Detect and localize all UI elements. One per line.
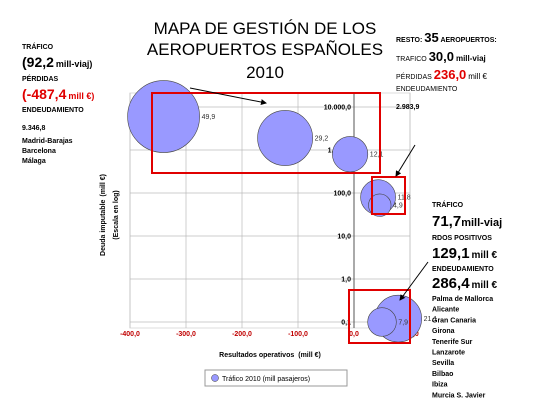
bubble-label: 21,1 — [424, 316, 438, 323]
bubble — [257, 110, 313, 166]
annotation-right-bottom: TRÁFICO 71,7mill-viaj RDOS POSITIVOS 129… — [432, 200, 502, 399]
airport: Girona — [432, 328, 455, 335]
legend-swatch — [211, 374, 219, 382]
box — [348, 289, 411, 344]
bubble — [367, 307, 397, 337]
label: ENDEUDAMIENTO — [432, 266, 494, 273]
label: TRAFICO — [396, 56, 427, 63]
legend: Tráfico 2010 (mill pasajeros) — [204, 369, 348, 387]
line: 286,4 mill € — [432, 275, 498, 292]
bubble — [127, 80, 200, 153]
annotation-left: TRÁFICO (92,2 mill-viaj) PÉRDIDAS (-487,… — [22, 42, 94, 165]
x-tick-label: -300,0 — [176, 331, 196, 338]
airport: Tenerife Sur — [432, 339, 473, 346]
x-tick-label: -100,0 — [288, 331, 308, 338]
arrows — [189, 87, 429, 301]
x-axis-label: Resultados operativos — [219, 352, 294, 359]
y-tick-label: 100,0 — [333, 191, 351, 198]
annotation-right-top: RESTO: 35 AEROPUERTOS: TRAFICO 30,0 mill… — [396, 30, 497, 111]
unit: mill €) — [68, 91, 94, 101]
label: AEROPUERTOS: — [440, 37, 496, 44]
bubble-label: 4,9 — [393, 203, 403, 210]
line: (-487,4 mill €) — [22, 86, 94, 102]
label: PÉRDIDAS — [396, 72, 432, 81]
bubble-label: 7,9 — [398, 320, 408, 327]
label: TRÁFICO — [22, 42, 54, 51]
label: ENDEUDAMIENTO — [396, 86, 458, 93]
unit: mill € — [472, 250, 498, 261]
arrow — [399, 261, 429, 301]
title-line: AEROPUERTOS ESPAÑOLES — [147, 40, 383, 59]
x-tick-label: 0,0 — [349, 331, 359, 338]
label: RESTO: — [396, 37, 422, 44]
line: 129,1 mill € — [432, 245, 498, 262]
unit: mill-viaj — [461, 217, 502, 229]
y-tick-label: 0,1 — [341, 320, 351, 327]
title-line: MAPA DE GESTIÓN DE LOS — [154, 19, 377, 38]
unit: mill € — [472, 280, 498, 291]
unit: mill-viaj) — [56, 59, 93, 69]
y-tick-label: 1,0 — [341, 277, 351, 284]
bubble-label: 29,2 — [315, 136, 329, 143]
unit: mill-viaj — [456, 54, 486, 63]
airport: Bilbao — [432, 371, 453, 378]
bubble — [368, 193, 392, 217]
y-axis-title: Deuda imputable (mill €) — [100, 174, 107, 256]
value: 129,1 — [432, 245, 470, 262]
title-line: 2010 — [246, 63, 284, 82]
label: ENDEUDAMIENTO — [22, 107, 84, 114]
airport: Madrid-Barajas — [22, 138, 73, 145]
airport: Sevilla — [432, 360, 454, 367]
highlight-boxes — [151, 92, 411, 344]
line: TRAFICO 30,0 mill-viaj — [396, 49, 486, 64]
value: (92,2 — [22, 54, 54, 70]
x-axis-unit: (mill €) — [298, 352, 321, 359]
airport: Murcia S. Javier — [432, 392, 486, 399]
legend-box — [204, 369, 348, 387]
legend-label: Tráfico 2010 (mill pasajeros) — [222, 376, 310, 383]
bubble-label: 12,1 — [370, 152, 384, 159]
x-axis-title: Resultados operativos (mill €) — [219, 352, 321, 359]
label: TRÁFICO — [432, 200, 464, 209]
label: RDOS POSITIVOS — [432, 235, 492, 242]
x-tick-label: -200,0 — [232, 331, 252, 338]
value: 30,0 — [429, 49, 454, 64]
y-axis-unit: (mill €) — [100, 174, 107, 197]
airport: Gran Canaria — [432, 317, 476, 324]
airport: Palma de Mallorca — [432, 296, 493, 303]
value: 35 — [424, 30, 438, 45]
value: 286,4 — [432, 275, 470, 292]
airport: Barcelona — [22, 148, 56, 155]
label: PÉRDIDAS — [22, 74, 59, 83]
value: 2.983,9 — [396, 104, 419, 111]
airport-list: Palma de Mallorca Alicante Gran Canaria Gir… — [432, 296, 493, 399]
line: (92,2 mill-viaj) — [22, 54, 92, 70]
y-tick-label: 10.000,0 — [324, 105, 351, 112]
airport: Alicante — [432, 307, 459, 314]
y-axis-note: (Escala en log) — [113, 190, 120, 239]
airport: Lanzarote — [432, 350, 465, 357]
bubble-label: 49,9 — [202, 114, 216, 121]
arrow — [189, 87, 267, 105]
y-axis-label: Deuda imputable — [100, 199, 107, 256]
arrow — [395, 144, 416, 177]
bubble — [332, 136, 369, 173]
airport: Málaga — [22, 158, 46, 165]
value: 9.346,8 — [22, 125, 45, 132]
y-tick-label: 10,0 — [337, 234, 351, 241]
plot: 0,11,010,0100,01.000,010.000,0-400,0-300… — [120, 80, 438, 343]
value: 236,0 — [434, 67, 467, 82]
line: RESTO: 35 AEROPUERTOS: — [396, 30, 497, 45]
value: (-487,4 — [22, 86, 67, 102]
line: PÉRDIDAS 236,0 mill € — [396, 67, 487, 82]
box — [371, 176, 406, 215]
unit: mill € — [468, 72, 487, 81]
title: MAPA DE GESTIÓN DE LOS AEROPUERTOS ESPAÑ… — [147, 19, 383, 82]
value: 71,7 — [432, 213, 461, 230]
line: 71,7mill-viaj — [432, 213, 502, 230]
box — [151, 92, 381, 174]
airport: Ibiza — [432, 382, 448, 389]
x-tick-label: -400,0 — [120, 331, 140, 338]
